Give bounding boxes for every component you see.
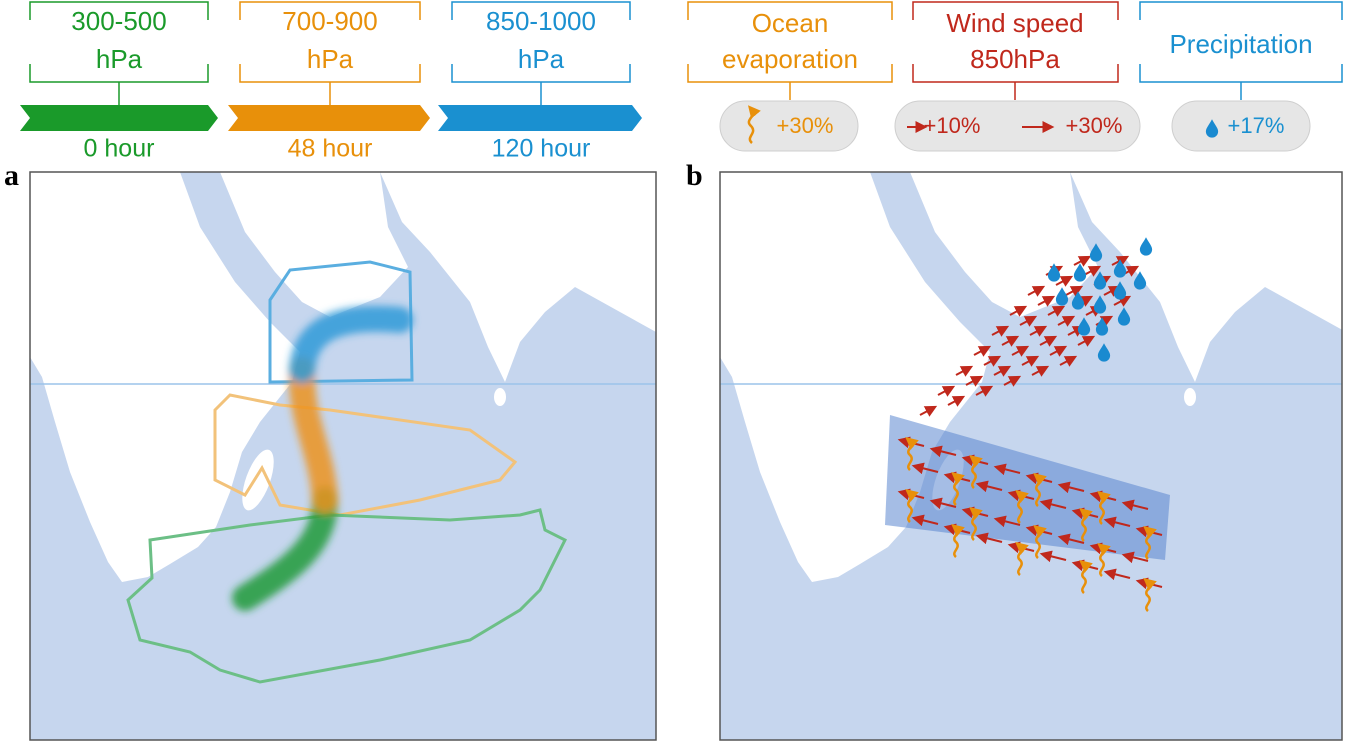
wind-arrow: [993, 365, 1012, 377]
wind-arrow: [1073, 255, 1092, 267]
evaporation-icon: [951, 523, 965, 558]
level-unit: hPa: [307, 44, 354, 74]
map-a: [30, 172, 656, 740]
wind-arrow: [1065, 285, 1084, 297]
wind-arrow: [1055, 275, 1074, 287]
wind-arrow: [1011, 345, 1030, 357]
wind-arrow: [1039, 335, 1058, 347]
wind-arrow: [919, 405, 938, 417]
effect-pill: [894, 100, 1141, 152]
effect-value: +10%: [924, 113, 981, 138]
wind-arrow: [1057, 533, 1085, 546]
level-legend: [29, 1, 631, 105]
effect-value: +30%: [1066, 113, 1123, 138]
wind-arrow: [1083, 265, 1102, 277]
evaporation-icon: [1143, 577, 1157, 612]
wind-arrow: [1039, 550, 1067, 563]
wind-arrow: [983, 355, 1002, 367]
map-frame: [719, 171, 1343, 741]
wind-arrow: [993, 515, 1021, 528]
evaporation-icon: [1033, 472, 1047, 507]
effect-legend: [687, 1, 1343, 100]
wind-arrow: [1059, 355, 1078, 367]
wind-arrow: [1113, 295, 1132, 307]
wind-arrow: [955, 365, 974, 377]
level-box: [239, 1, 421, 105]
wind-arrow: [965, 375, 984, 387]
level-box: [29, 1, 209, 105]
wind-arrow: [1103, 516, 1131, 529]
wind-arrow: [1029, 325, 1048, 337]
wind-arrow: [975, 385, 994, 397]
evaporation-icon: [1015, 489, 1029, 524]
wind-arrow: [1121, 551, 1149, 564]
wind-arrow: [1047, 305, 1066, 317]
wind-arrow: [1021, 355, 1040, 367]
wind-arrow: [911, 462, 939, 475]
wind-arrow: [975, 480, 1003, 493]
evaporation-icon: [969, 454, 983, 489]
wind-arrow: [1019, 315, 1038, 327]
effect-title: evaporation: [722, 44, 858, 74]
wind-arrow: [929, 497, 957, 510]
wind-arrow: [911, 514, 939, 527]
wind-arrow: [1031, 365, 1050, 377]
wind-arrow: [929, 445, 957, 458]
wind-arrow: [973, 345, 992, 357]
evaporation-icon: [1143, 525, 1157, 560]
level-time: 120 hour: [492, 135, 591, 163]
evaporation-icon: [747, 105, 761, 144]
time-arrow: [228, 105, 430, 131]
wind-arrow: [1121, 499, 1149, 512]
time-arrow: [438, 105, 642, 131]
effect-value: +17%: [1228, 113, 1285, 138]
wind-arrow: [1103, 568, 1131, 581]
panel-label: a: [4, 159, 19, 192]
level-unit: hPa: [518, 44, 565, 74]
wind-arrow: [1001, 335, 1020, 347]
evaporation-icon: [1079, 559, 1093, 594]
wind-arrow: [1009, 305, 1028, 317]
level-pressure: 700-900: [282, 6, 377, 36]
wind-arrow: [991, 325, 1010, 337]
effect-pill: [1171, 100, 1311, 152]
evaporation-icon: [1097, 490, 1111, 525]
wind-arrow: [1049, 345, 1068, 357]
level-pressure: 850-1000: [486, 6, 596, 36]
wind-arrow: [937, 385, 956, 397]
wind-arrow: [1039, 498, 1067, 511]
effect-value: +30%: [777, 113, 834, 138]
wind-arrow: [1057, 315, 1076, 327]
evaporation-icon: [1097, 542, 1111, 577]
evaporation-icon: [951, 471, 965, 506]
wind-arrow: [1027, 285, 1046, 297]
wind-arrow: [1003, 375, 1022, 387]
evaporation-icon: [905, 488, 919, 523]
wind-arrow: [947, 395, 966, 407]
evaporation-icon: [905, 436, 919, 471]
time-arrow: [20, 105, 218, 131]
effect-title: Ocean: [752, 8, 829, 38]
wind-arrow: [1037, 295, 1056, 307]
effect-title: Wind speed: [946, 8, 1083, 38]
panel-label: b: [686, 159, 703, 192]
evaporation-icon: [1079, 507, 1093, 542]
level-box: [451, 1, 631, 105]
map-frame: [29, 171, 657, 741]
evaporation-icon: [1015, 541, 1029, 576]
level-pressure: 300-500: [71, 6, 166, 36]
level-time: 48 hour: [288, 135, 373, 163]
level-unit: hPa: [96, 44, 143, 74]
wind-arrow: [993, 463, 1021, 476]
effect-title: Precipitation: [1169, 29, 1312, 59]
evaporation-icon: [969, 506, 983, 541]
level-time: 0 hour: [84, 135, 155, 163]
evaporation-icon: [1033, 524, 1047, 559]
wind-arrow: [975, 532, 1003, 545]
map-b: [720, 172, 1342, 740]
effect-title: 850hPa: [970, 44, 1060, 74]
wind-arrow: [1077, 335, 1096, 347]
wind-arrow: [1057, 481, 1085, 494]
